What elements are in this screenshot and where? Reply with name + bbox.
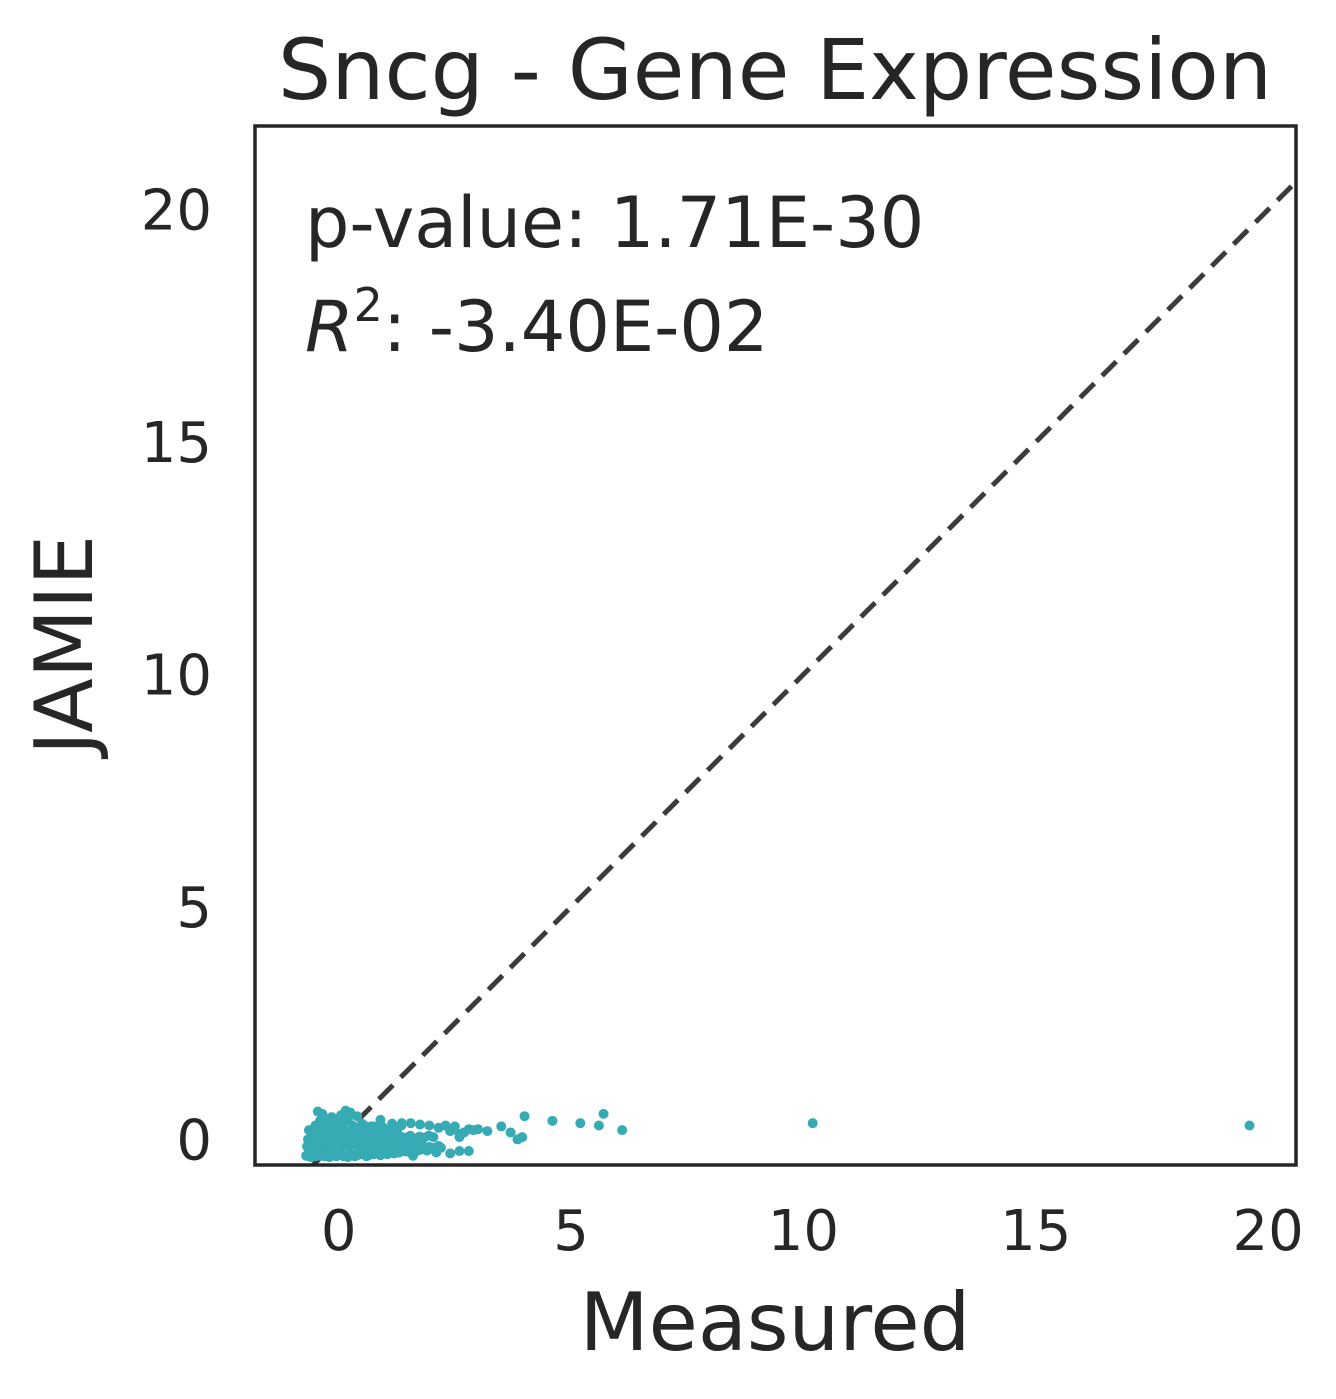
y-axis-ticks: 0 5 10 15 20 [141,179,212,1174]
data-point [312,1106,323,1117]
r-squared-exponent: 2 [354,278,383,332]
data-point [431,1147,442,1158]
y-axis-label: JAMIE [18,535,111,760]
data-point [396,1120,407,1131]
y-tick-label: 15 [141,411,212,476]
data-point [424,1120,435,1131]
identity-reference-line [311,180,1298,1167]
data-point [414,1119,425,1130]
x-axis-label: Measured [580,1276,971,1369]
x-axis-ticks: 0 5 10 15 20 [321,1199,1304,1264]
data-point [463,1146,474,1157]
data-point [315,1150,326,1161]
x-tick-label: 5 [553,1199,589,1264]
data-point [326,1112,337,1123]
x-tick-label: 0 [321,1199,357,1264]
data-point [505,1127,516,1138]
data-point [329,1148,340,1159]
data-point [359,1120,370,1131]
chart-title: Sncg - Gene Expression [278,21,1272,119]
data-point [380,1148,391,1159]
data-points [301,1105,1255,1163]
data-point [322,1120,333,1131]
data-point [482,1126,493,1137]
data-point [454,1146,465,1157]
data-point [517,1132,528,1143]
data-point [593,1120,604,1131]
y-tick-label: 0 [176,1108,212,1173]
r-squared-annotation: R2: -3.40E-02 [305,278,768,368]
data-point [349,1122,360,1133]
r-squared-symbol: R [305,286,354,368]
r-squared-value: : -3.40E-02 [383,286,769,368]
x-tick-label: 10 [768,1199,839,1264]
data-point [547,1115,558,1126]
x-tick-label: 15 [1000,1199,1071,1264]
data-point [496,1121,507,1132]
y-tick-label: 5 [176,876,212,941]
x-tick-label: 20 [1232,1199,1303,1264]
y-tick-label: 20 [141,179,212,244]
data-point [342,1150,353,1161]
data-point [408,1150,419,1161]
data-point [445,1148,456,1159]
plot-background [255,126,1296,1165]
data-point [405,1118,416,1129]
data-point [1244,1120,1255,1131]
data-point [377,1122,388,1133]
data-point [519,1111,530,1122]
data-point [368,1121,379,1132]
p-value-annotation: p-value: 1.71E-30 [305,182,924,264]
data-point [598,1108,609,1119]
data-point [807,1118,818,1129]
data-point [449,1121,460,1132]
y-tick-label: 10 [141,644,212,709]
data-point [387,1118,398,1129]
data-point [575,1118,586,1129]
data-point [473,1124,484,1135]
plot-area [253,124,1298,1167]
data-point [617,1125,628,1136]
data-point [454,1132,465,1143]
data-point [340,1105,351,1116]
plot-frame [253,124,1298,1167]
data-point [428,1132,439,1143]
